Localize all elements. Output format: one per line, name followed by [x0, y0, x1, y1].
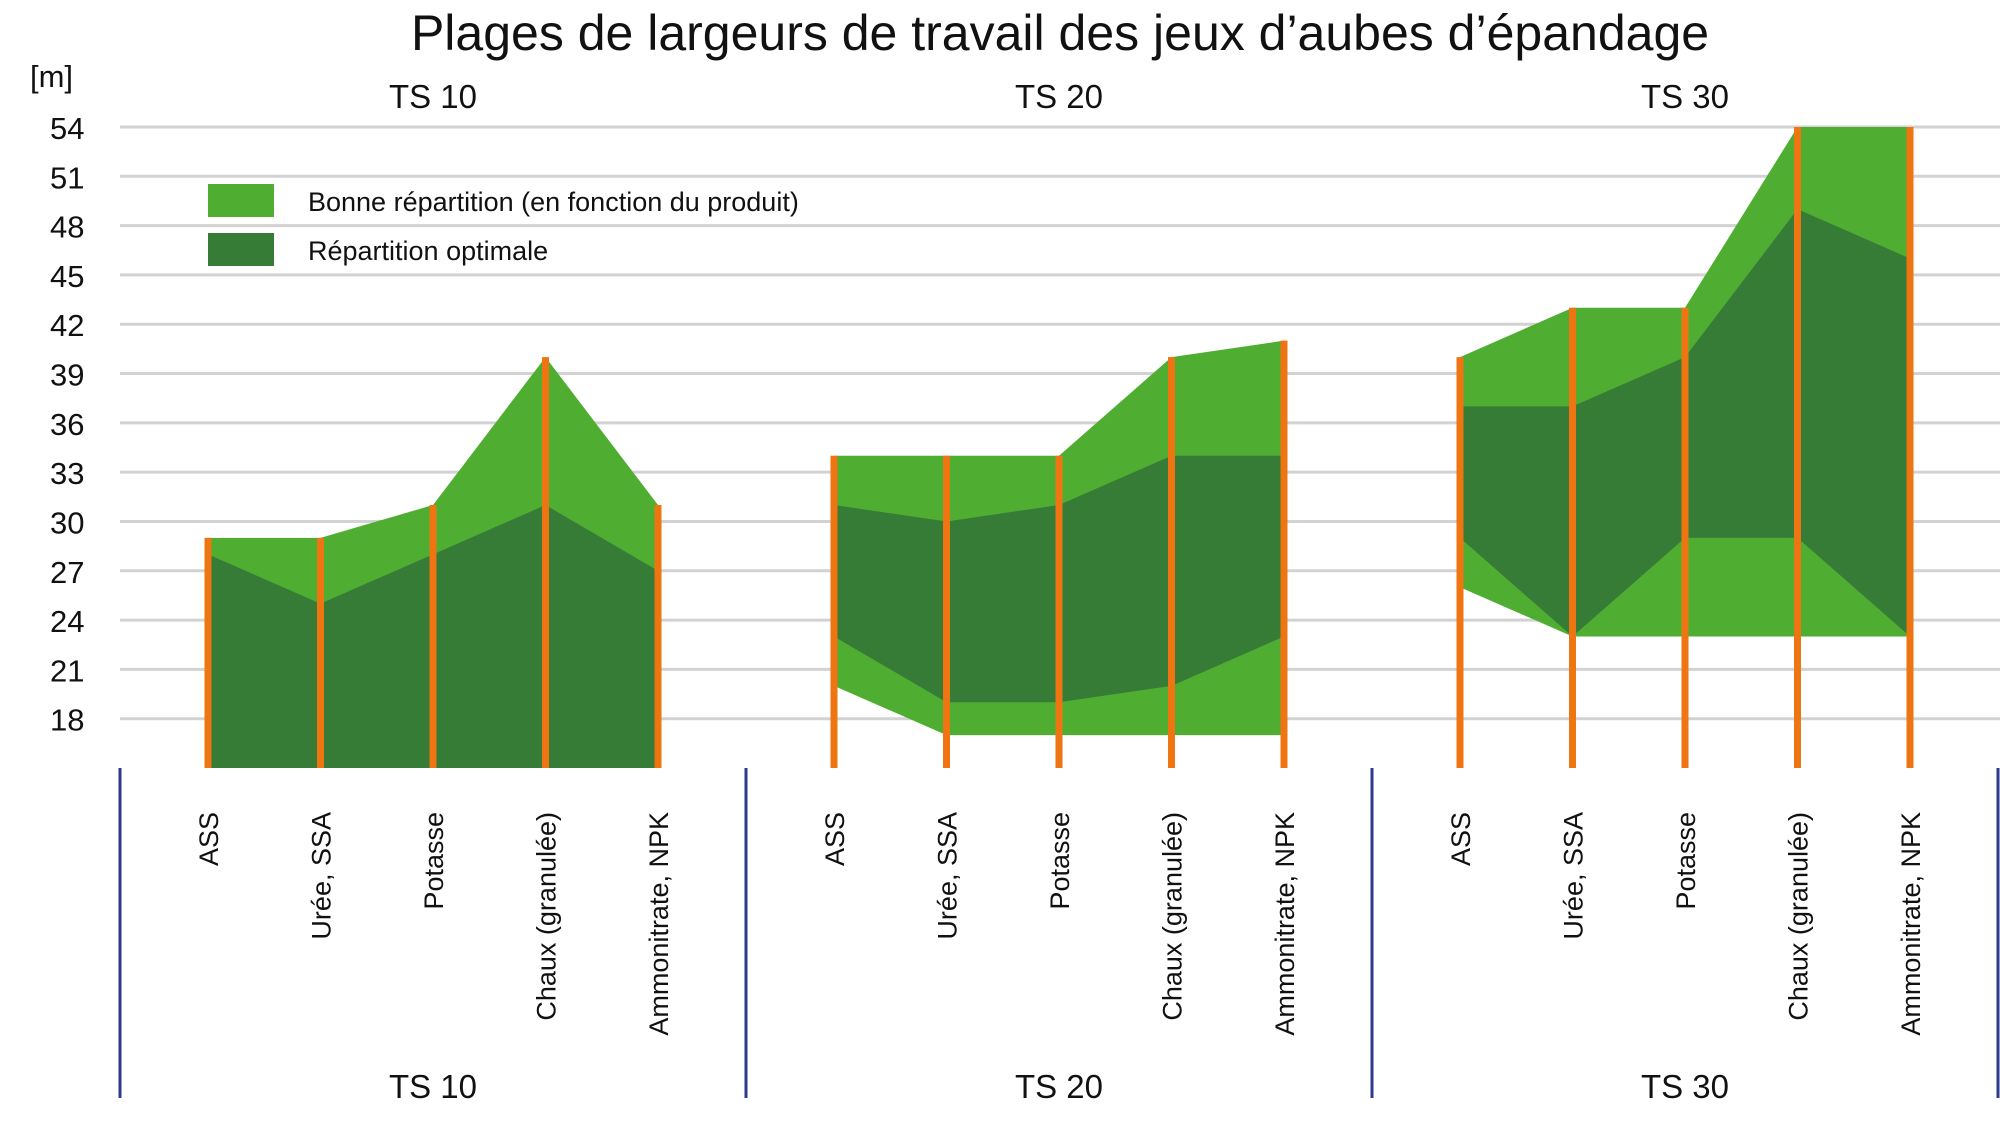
y-tick-label: 42: [50, 308, 84, 343]
category-label: Ammonitrate, NPK: [1896, 812, 1926, 1036]
category-label: Potasse: [1671, 812, 1701, 910]
y-tick-label: 39: [50, 358, 84, 393]
y-tick-label: 30: [50, 505, 84, 540]
category-label: Chaux (granulée): [532, 812, 562, 1021]
y-tick-label: 48: [50, 210, 84, 245]
y-tick-label: 27: [50, 555, 84, 590]
y-tick-label: 54: [50, 111, 84, 146]
category-label: ASS: [820, 812, 850, 866]
legend: Bonne répartition (en fonction du produi…: [208, 184, 799, 266]
category-label: Ammonitrate, NPK: [644, 812, 674, 1036]
category-label: Urée, SSA: [933, 812, 963, 940]
group-label-top: TS 10: [389, 78, 477, 115]
group-label-bottom: TS 20: [1015, 1068, 1103, 1105]
legend-swatch: [208, 184, 274, 217]
y-tick-label: 24: [50, 604, 84, 639]
y-tick-label: 18: [50, 703, 84, 738]
y-tick-label: 45: [50, 259, 84, 294]
category-label: Ammonitrate, NPK: [1270, 812, 1300, 1036]
category-label: Chaux (granulée): [1158, 812, 1188, 1021]
y-tick-label: 33: [50, 456, 84, 491]
group-label-top: TS 30: [1641, 78, 1729, 115]
x-axis: ASS Urée, SSA Potasse Chaux (granulée) Ammon…: [118, 78, 2000, 1105]
category-label: Urée, SSA: [307, 812, 337, 940]
group-label-bottom: TS 10: [389, 1068, 477, 1105]
category-label: Potasse: [1045, 812, 1075, 910]
category-label: ASS: [194, 812, 224, 866]
group-label-bottom: TS 30: [1641, 1068, 1729, 1105]
y-tick-label: 36: [50, 407, 84, 442]
y-tick-label: 51: [50, 160, 84, 195]
category-label: Chaux (granulée): [1784, 812, 1814, 1021]
legend-label: Répartition optimale: [308, 236, 548, 266]
group-label-top: TS 20: [1015, 78, 1103, 115]
category-label: Potasse: [419, 812, 449, 910]
legend-label: Bonne répartition (en fonction du produi…: [308, 187, 799, 217]
y-axis-ticks: 18 21 24 27 30 33 36 39 42 45 48 51 54: [50, 111, 84, 738]
y-axis-unit: [m]: [30, 59, 73, 94]
legend-swatch: [208, 233, 274, 266]
y-tick-label: 21: [50, 653, 84, 688]
category-label: ASS: [1446, 812, 1476, 866]
category-label: Urée, SSA: [1559, 812, 1589, 940]
category-bars: [204, 127, 1914, 768]
chart-title: Plages de largeurs de travail des jeux d…: [411, 5, 1709, 61]
